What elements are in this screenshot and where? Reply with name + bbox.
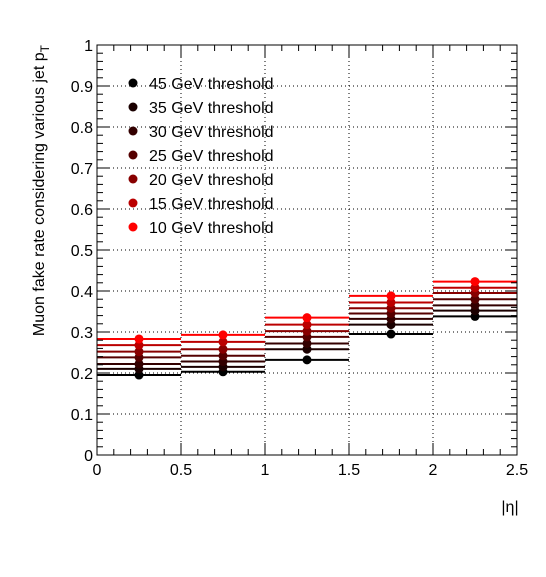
x-tick-label: 2.5 xyxy=(506,462,528,479)
data-point xyxy=(302,320,312,330)
y-axis-title: Muon fake rate considering various jet p… xyxy=(31,44,52,336)
data-point xyxy=(386,297,396,307)
data-point xyxy=(302,338,312,348)
data-point xyxy=(134,347,144,357)
grid xyxy=(97,45,517,455)
data-point xyxy=(134,334,144,344)
x-tick-label: 0 xyxy=(93,462,102,479)
y-tick-label: 0.8 xyxy=(71,120,93,137)
y-tick-label: 0 xyxy=(84,448,93,465)
legend-entry: 35 GeV threshold xyxy=(128,100,274,117)
legend-marker xyxy=(128,126,138,136)
x-tick-label: 0.5 xyxy=(170,462,192,479)
data-point xyxy=(218,344,228,354)
data-point xyxy=(470,294,480,304)
legend-label: 30 GeV threshold xyxy=(149,124,274,141)
data-point xyxy=(218,351,228,361)
x-tick-label: 2 xyxy=(429,462,438,479)
legend-marker xyxy=(128,222,138,232)
y-tick-label: 0.2 xyxy=(71,366,93,383)
data-point xyxy=(218,337,228,347)
series-45-gev xyxy=(97,311,517,380)
legend: 45 GeV threshold 35 GeV threshold 30 GeV t… xyxy=(128,76,274,237)
y-tick-label: 0.6 xyxy=(71,202,93,219)
legend-label: 25 GeV threshold xyxy=(149,148,274,165)
y-axis-title-main: Muon fake rate considering various jet p xyxy=(31,52,48,336)
legend-label: 20 GeV threshold xyxy=(149,172,274,189)
legend-entry: 25 GeV threshold xyxy=(128,148,274,165)
y-tick-label: 0.4 xyxy=(71,284,93,301)
data-point xyxy=(386,329,396,339)
x-tick-label: 1 xyxy=(261,462,270,479)
y-tick-label: 1 xyxy=(84,38,93,55)
legend-label: 45 GeV threshold xyxy=(149,76,274,93)
x-tick-label: 1.5 xyxy=(338,462,360,479)
legend-marker xyxy=(128,102,138,112)
data-point xyxy=(470,300,480,310)
y-tick-label: 0.9 xyxy=(71,79,93,96)
legend-marker xyxy=(128,78,138,88)
data-point xyxy=(302,326,312,336)
legend-label: 15 GeV threshold xyxy=(149,196,274,213)
data-point xyxy=(134,340,144,350)
legend-entry: 20 GeV threshold xyxy=(128,172,274,189)
legend-entry: 30 GeV threshold xyxy=(128,124,274,141)
legend-marker xyxy=(128,174,138,184)
x-axis-title: |η| xyxy=(501,499,518,516)
data-point xyxy=(302,313,312,323)
data-point xyxy=(218,330,228,340)
y-tick-label: 0.1 xyxy=(71,407,93,424)
legend-label: 10 GeV threshold xyxy=(149,220,274,237)
legend-entry: 45 GeV threshold xyxy=(128,76,274,93)
data-point xyxy=(470,277,480,287)
legend-entry: 15 GeV threshold xyxy=(128,196,274,213)
legend-marker xyxy=(128,198,138,208)
y-axis-title-subscript: T xyxy=(38,44,52,52)
data-point xyxy=(134,359,144,369)
data-point xyxy=(386,291,396,301)
series-10-gev xyxy=(97,277,517,344)
legend-entry: 10 GeV threshold xyxy=(128,220,274,237)
legend-marker xyxy=(128,150,138,160)
data-point xyxy=(470,283,480,293)
y-tick-label: 0.7 xyxy=(71,161,93,178)
series-15-gev xyxy=(97,283,517,350)
y-tick-label: 0.5 xyxy=(71,243,93,260)
series-layer xyxy=(97,277,517,380)
axis-ticks: 0 0.5 1 1.5 2 2.5 0 0.1 0.2 0.3 0.4 0.5 0.6 0.7 0.8 0.9… xyxy=(71,38,528,479)
y-tick-label: 0.3 xyxy=(71,325,93,342)
legend-label: 35 GeV threshold xyxy=(149,100,274,117)
data-point xyxy=(302,355,312,365)
data-point xyxy=(134,370,144,380)
